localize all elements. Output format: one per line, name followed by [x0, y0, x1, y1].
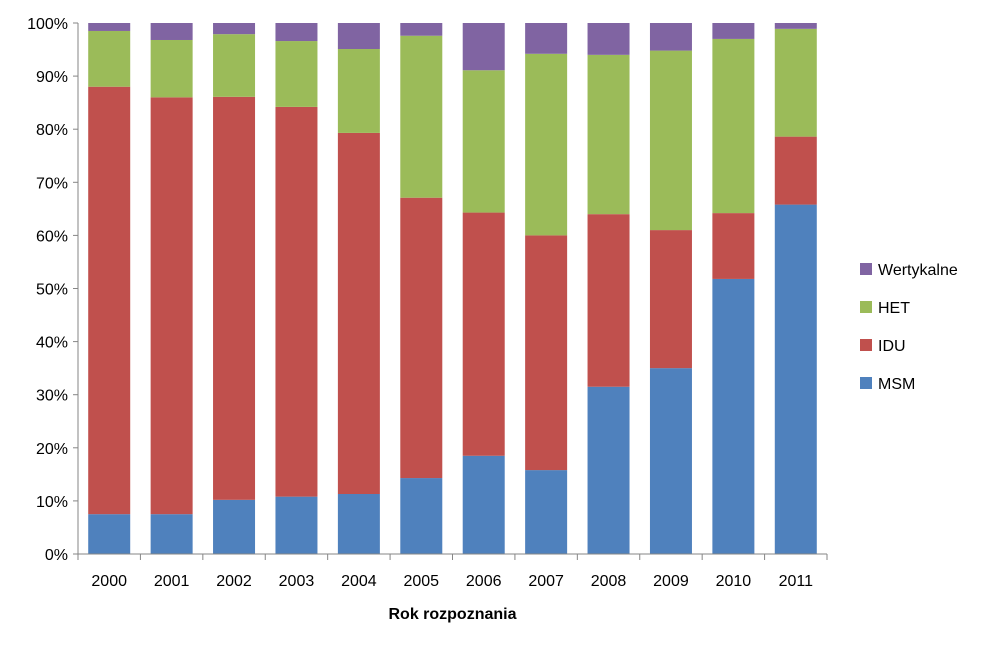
y-tick-label: 60%: [36, 228, 68, 245]
bar-segment-het-2006: [462, 70, 505, 213]
bar-segment-msm-2005: [400, 478, 443, 554]
bar-segment-het-2002: [213, 34, 256, 97]
bar-segment-idu-2010: [712, 213, 755, 279]
bar-segment-msm-2010: [712, 278, 755, 554]
bar-segment-msm-2002: [213, 499, 256, 554]
x-tick-label: 2006: [466, 573, 502, 590]
bar-segment-msm-2009: [649, 368, 692, 554]
x-tick-label: 2003: [279, 573, 315, 590]
x-tick-label: 2011: [779, 573, 814, 590]
x-tick-label: 2008: [591, 573, 627, 590]
bar-segment-het-2008: [587, 54, 630, 215]
y-tick-label: 20%: [36, 441, 68, 458]
legend-swatch-het: [860, 301, 872, 313]
legend-label-wertykalne: Wertykalne: [878, 262, 958, 279]
bar-segment-idu-2002: [213, 96, 256, 500]
bar-segment-het-2010: [712, 38, 755, 214]
bar-segment-msm-2006: [462, 455, 505, 554]
x-tick-label: 2001: [154, 573, 190, 590]
y-tick-label: 70%: [36, 175, 68, 192]
x-tick-label: 2002: [216, 573, 252, 590]
y-axis: 0% 10% 20% 30% 40% 50% 60% 70% 80% 90% 100%: [27, 16, 79, 564]
bar-segment-het-2001: [150, 39, 193, 98]
bar-segment-wertykalne-2001: [150, 23, 193, 40]
bar-segment-het-2000: [88, 30, 131, 87]
y-tick-label: 30%: [36, 388, 68, 405]
y-tick-label: 100%: [27, 16, 68, 33]
y-tick-label: 10%: [36, 494, 68, 511]
x-tick-label: 2000: [91, 573, 127, 590]
y-tick-label: 50%: [36, 282, 68, 299]
bar-segment-idu-2008: [587, 214, 630, 387]
bar-segment-wertykalne-2011: [774, 23, 817, 29]
bar-segment-idu-2007: [525, 235, 568, 471]
y-tick-label: 0%: [45, 547, 68, 564]
bar-segment-wertykalne-2005: [400, 23, 443, 36]
bar-segment-idu-2000: [88, 86, 131, 515]
bar-segment-het-2009: [649, 50, 692, 231]
x-tick-label: 2007: [528, 573, 564, 590]
legend-swatch-msm: [860, 377, 872, 389]
x-tick-label: 2010: [716, 573, 752, 590]
legend-swatch-idu: [860, 339, 872, 351]
bar-segment-het-2011: [774, 28, 817, 137]
bar-segment-idu-2004: [337, 132, 380, 495]
x-tick-label: 2009: [653, 573, 689, 590]
y-tick-label: 40%: [36, 335, 68, 352]
y-tick-label: 80%: [36, 122, 68, 139]
bar-segment-msm-2003: [275, 496, 318, 554]
legend-label-msm: MSM: [878, 376, 915, 393]
y-tick-label: 90%: [36, 69, 68, 86]
bar-segment-msm-2008: [587, 386, 630, 554]
bar-segment-msm-2011: [774, 204, 817, 554]
bar-segment-wertykalne-2000: [88, 23, 131, 31]
legend-label-het: HET: [878, 300, 910, 317]
bar-segment-idu-2009: [649, 230, 692, 369]
bars: [88, 23, 817, 554]
bar-segment-msm-2004: [337, 494, 380, 554]
legend: Wertykalne HET IDU MSM: [860, 262, 958, 393]
bar-segment-het-2003: [275, 41, 318, 107]
bar-segment-wertykalne-2003: [275, 23, 318, 42]
x-axis: 2000 2001 2002 2003 2004 2005 2006 2007 2008 2009…: [77, 553, 828, 590]
legend-swatch-wertykalne: [860, 263, 872, 275]
bar-segment-msm-2007: [525, 470, 568, 554]
bar-segment-wertykalne-2007: [525, 23, 568, 54]
bar-segment-wertykalne-2010: [712, 23, 755, 39]
bar-segment-msm-2000: [88, 514, 131, 554]
bar-segment-wertykalne-2002: [213, 23, 256, 35]
bar-segment-het-2007: [525, 53, 568, 236]
bar-segment-wertykalne-2008: [587, 23, 630, 55]
x-tick-label: 2005: [403, 573, 439, 590]
bar-segment-idu-2005: [400, 197, 443, 479]
bar-segment-wertykalne-2004: [337, 23, 380, 50]
bar-segment-wertykalne-2009: [649, 23, 692, 51]
x-tick-label: 2004: [341, 573, 377, 590]
bar-segment-idu-2006: [462, 212, 505, 456]
bar-segment-idu-2001: [150, 97, 193, 515]
bar-segment-idu-2011: [774, 136, 817, 205]
bar-segment-msm-2001: [150, 514, 193, 554]
bar-segment-het-2005: [400, 35, 443, 198]
bar-segment-idu-2003: [275, 106, 318, 497]
legend-label-idu: IDU: [878, 338, 906, 355]
bar-segment-het-2004: [337, 49, 380, 133]
bar-segment-wertykalne-2006: [462, 23, 505, 71]
x-axis-title: Rok rozpoznania: [388, 606, 516, 623]
